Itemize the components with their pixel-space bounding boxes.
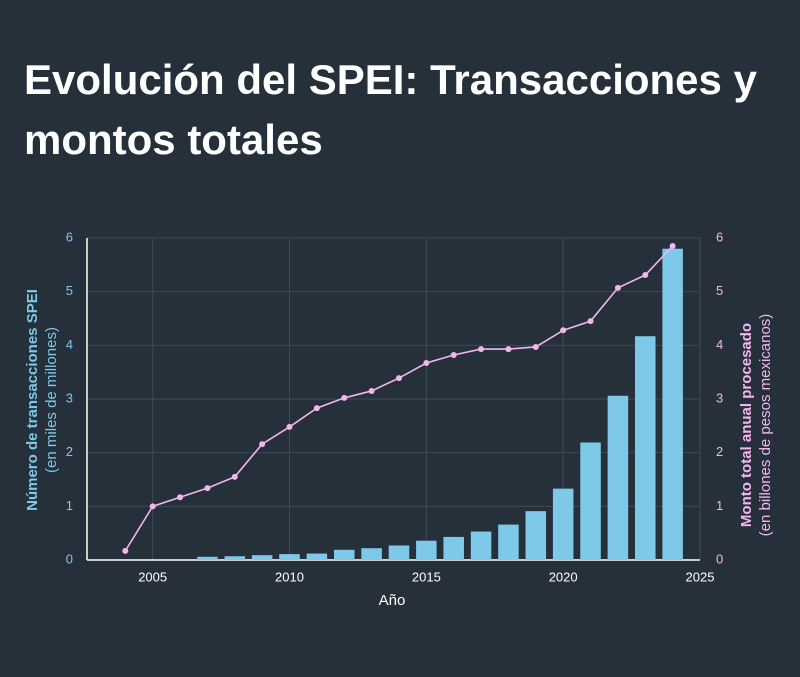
- bar: [197, 556, 218, 560]
- y-tick-label: 5: [66, 283, 73, 298]
- x-tick-label: 2010: [275, 569, 304, 584]
- line-point: [505, 346, 512, 353]
- line-point: [587, 318, 594, 325]
- y-tick-label: 0: [66, 551, 73, 566]
- y-tick-label: 4: [66, 337, 73, 352]
- line-point: [368, 387, 375, 394]
- line-point: [642, 272, 649, 279]
- line-point: [341, 394, 348, 401]
- line-point: [669, 243, 676, 250]
- line-point: [313, 405, 320, 412]
- x-tick-label: 2025: [686, 569, 715, 584]
- line-point: [395, 375, 402, 382]
- y2-axis-label: Monto total anual procesado: [738, 323, 755, 527]
- chart-title: Evolución del SPEI: Transacciones y mont…: [24, 56, 757, 163]
- line-point: [560, 327, 567, 334]
- y2-tick-label: 0: [716, 551, 723, 566]
- bar: [525, 511, 547, 560]
- y-tick-label: 2: [66, 444, 73, 459]
- bar: [416, 540, 437, 560]
- bar: [662, 248, 683, 560]
- y2-tick-label: 1: [716, 498, 723, 513]
- y-tick-label: 1: [66, 498, 73, 513]
- line-point: [204, 485, 211, 492]
- line-point: [122, 547, 129, 554]
- y2-tick-label: 6: [716, 229, 723, 244]
- line-point: [286, 423, 293, 430]
- y2-axis-note: (en billones de pesos mexicanos): [757, 314, 774, 537]
- bar: [361, 548, 382, 560]
- y2-tick-label: 2: [716, 444, 723, 459]
- bar: [635, 336, 656, 560]
- y-tick-label: 6: [66, 229, 73, 244]
- y-axis-note: (en miles de millones): [43, 327, 60, 473]
- line-point: [177, 494, 184, 501]
- line-point: [231, 473, 238, 480]
- x-axis-label: Año: [379, 592, 406, 609]
- y2-tick-label: 3: [716, 390, 723, 405]
- bar: [306, 553, 328, 560]
- line-point: [423, 360, 430, 367]
- line-point: [532, 343, 539, 350]
- bar: [279, 554, 300, 560]
- bar: [388, 545, 410, 560]
- line-point: [614, 284, 621, 291]
- x-tick-label: 2015: [412, 569, 441, 584]
- bar: [580, 442, 601, 560]
- y-tick-label: 3: [66, 390, 73, 405]
- line-point: [478, 346, 485, 353]
- x-tick-label: 2020: [549, 569, 578, 584]
- bar: [333, 549, 355, 560]
- bar: [498, 524, 519, 560]
- y2-tick-label: 5: [716, 283, 723, 298]
- bar: [470, 531, 492, 560]
- y-axis-label: Número de transacciones SPEI: [24, 289, 41, 511]
- bar: [251, 555, 273, 560]
- bar: [224, 556, 246, 560]
- bar: [552, 488, 574, 560]
- y2-tick-label: 4: [716, 337, 723, 352]
- bar: [607, 395, 629, 560]
- x-tick-label: 2005: [138, 569, 167, 584]
- line-point: [149, 503, 156, 510]
- line-point: [259, 441, 266, 448]
- line-point: [450, 351, 457, 358]
- bar: [443, 536, 464, 560]
